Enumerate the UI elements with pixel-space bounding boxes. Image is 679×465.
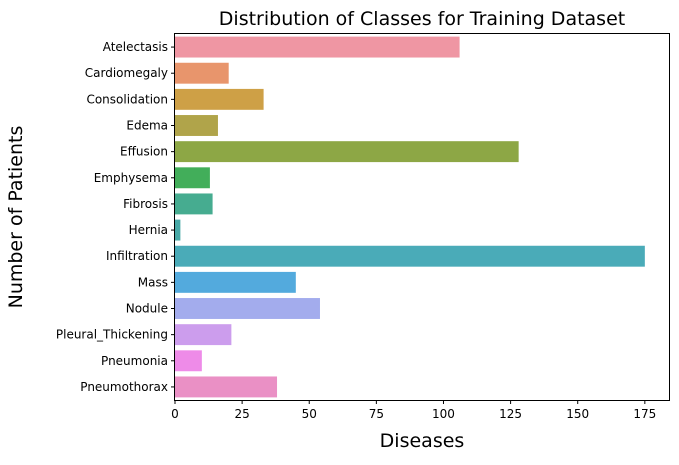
x-tick-label: 75 [369,407,384,421]
bar-effusion [175,141,519,163]
bar-pneumothorax [175,376,278,398]
y-axis-title: Number of Patients [5,126,27,309]
x-axis-ticks: 0 25 50 75 100 125 150 175 [171,400,656,421]
y-tick-label-consolidation: Consolidation [86,92,168,106]
bar-atelectasis [175,36,460,58]
x-tick-label: 50 [302,407,317,421]
y-tick-label-hernia: Hernia [129,223,168,237]
bar-pleural-thickening [175,324,232,346]
x-tick-label: 125 [499,407,522,421]
x-axis-title: Diseases [380,430,465,452]
y-tick-label-edema: Edema [126,119,168,133]
bar-emphysema [175,167,210,189]
y-tick-label-emphysema: Emphysema [94,171,168,185]
bar-nodule [175,298,320,319]
bar-infiltration [175,245,645,267]
x-tick-label: 25 [234,407,249,421]
y-tick-label-effusion: Effusion [120,145,168,159]
y-tick-label-fibrosis: Fibrosis [123,197,168,211]
x-tick-label: 0 [171,407,179,421]
bar-cardiomegaly [175,62,229,84]
bar-hernia [175,219,181,241]
x-tick-label: 100 [432,407,455,421]
chart-title: Distribution of Classes for Training Dat… [219,8,625,30]
y-tick-label-pneumonia: Pneumonia [101,354,168,368]
bar-edema [175,115,218,136]
y-tick-label-cardiomegaly: Cardiomegaly [85,66,168,80]
y-tick-label-mass: Mass [138,275,168,289]
bar-pneumonia [175,350,202,372]
x-tick-label: 150 [566,407,589,421]
y-tick-label-pleural-thickening: Pleural_Thickening [56,328,168,342]
bar-fibrosis [175,193,213,215]
plot-frame [174,33,670,401]
y-tick-label-nodule: Nodule [126,302,168,316]
bar-consolidation [175,88,264,110]
y-tick-label-pneumothorax: Pneumothorax [80,380,168,394]
x-tick-label: 175 [633,407,656,421]
y-tick-label-infiltration: Infiltration [106,249,168,263]
bars-group [175,36,645,398]
bar-mass [175,271,296,293]
y-tick-label-atelectasis: Atelectasis [103,40,168,54]
y-axis-ticks: Atelectasis Cardiomegaly Consolidation Edem… [56,40,175,394]
